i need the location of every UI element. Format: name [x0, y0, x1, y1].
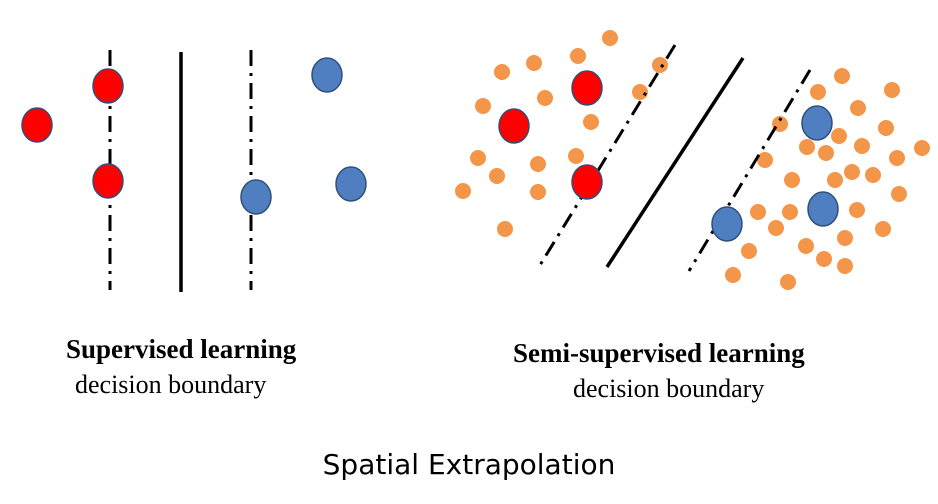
unlabeled-point: [782, 204, 798, 220]
unlabeled-point: [632, 84, 648, 100]
red-point: [92, 68, 124, 104]
supervised-panel: [21, 50, 367, 292]
unlabeled-point: [652, 57, 668, 73]
supervised-panel-title: Supervised learning: [66, 334, 297, 364]
unlabeled-point: [875, 221, 891, 237]
unlabeled-point: [470, 150, 486, 166]
unlabeled-point: [530, 156, 546, 172]
unlabeled-point: [725, 267, 741, 283]
semi-boundary: [605, 57, 745, 268]
unlabeled-point: [865, 167, 881, 183]
unlabeled-point: [537, 90, 553, 106]
unlabeled-point: [780, 274, 796, 290]
unlabeled-point: [810, 84, 826, 100]
unlabeled-point: [837, 230, 853, 246]
unlabeled-point: [757, 152, 773, 168]
red-point: [21, 107, 53, 143]
unlabeled-point: [816, 251, 832, 267]
unlabeled-point: [750, 204, 766, 220]
unlabeled-point: [827, 172, 843, 188]
red-point: [571, 70, 603, 106]
unlabeled-point: [530, 184, 546, 200]
unlabeled-point: [831, 128, 847, 144]
supervised-panel-subtitle: decision boundary: [75, 370, 267, 399]
unlabeled-point: [526, 55, 542, 71]
blue-point: [311, 57, 343, 93]
blue-point: [801, 105, 833, 141]
unlabeled-point: [799, 139, 815, 155]
semi-supervised-panel-subtitle: decision boundary: [573, 374, 765, 403]
unlabeled-point: [849, 202, 865, 218]
diagram-title: Spatial Extrapolation: [322, 448, 616, 481]
blue-point: [711, 206, 743, 242]
unlabeled-point: [489, 168, 505, 184]
unlabeled-point: [568, 148, 584, 164]
unlabeled-point: [844, 164, 860, 180]
unlabeled-point: [914, 140, 930, 156]
unlabeled-point: [768, 220, 784, 236]
blue-point: [807, 191, 839, 227]
unlabeled-point: [455, 183, 471, 199]
unlabeled-point: [602, 30, 618, 46]
unlabeled-point: [850, 100, 866, 116]
unlabeled-point: [497, 221, 513, 237]
red-point: [571, 164, 603, 200]
unlabeled-point: [570, 48, 586, 64]
unlabeled-point: [798, 238, 814, 254]
semi-supervised-panel-title: Semi-supervised learning: [513, 338, 805, 368]
unlabeled-point: [854, 138, 870, 154]
unlabeled-points: [455, 30, 930, 290]
semi-supervised-panel: [455, 30, 930, 290]
red-point: [92, 163, 124, 199]
unlabeled-point: [475, 98, 491, 114]
semi-margin-right: [687, 69, 812, 272]
semi-margin-left: [535, 44, 677, 271]
unlabeled-point: [494, 64, 510, 80]
unlabeled-point: [891, 186, 907, 202]
unlabeled-point: [741, 243, 757, 259]
unlabeled-point: [834, 68, 850, 84]
blue-point: [335, 166, 367, 202]
unlabeled-point: [884, 82, 900, 98]
unlabeled-point: [818, 145, 834, 161]
unlabeled-point: [784, 172, 800, 188]
unlabeled-point: [583, 114, 599, 130]
blue-point: [240, 179, 272, 215]
unlabeled-point: [878, 120, 894, 136]
red-point: [498, 108, 530, 144]
unlabeled-point: [889, 150, 905, 166]
unlabeled-point: [837, 258, 853, 274]
